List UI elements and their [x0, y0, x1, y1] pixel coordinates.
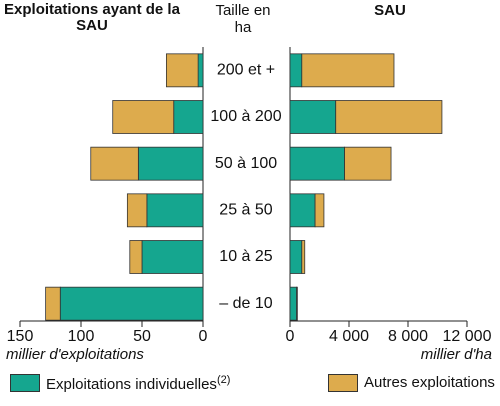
bar-segment [165, 53, 199, 88]
bar-segment [289, 286, 298, 321]
right-axis-label: millier d'ha [420, 346, 492, 363]
category-header: Taille en ha [215, 2, 271, 36]
bar-segment [146, 193, 204, 228]
category-label: 25 à 50 [219, 202, 272, 219]
bar-segment [344, 146, 392, 181]
bar-segment [45, 286, 61, 321]
category-label: 50 à 100 [215, 155, 277, 172]
bar-segment [173, 100, 204, 134]
bar-segment [301, 240, 306, 274]
bar-segment [289, 53, 303, 88]
legend-label: Autres exploitations [364, 374, 495, 391]
legend-label: Exploitations individuelles(2) [46, 374, 230, 393]
bar-segment [197, 53, 204, 88]
x-tick-label: 0 [199, 328, 208, 345]
legend-swatch [10, 374, 40, 392]
x-tick-label: 50 [133, 328, 151, 345]
left-axis-label: millier d'exploitations [6, 346, 144, 363]
x-tick-label: 150 [7, 328, 34, 345]
x-tick-label: 100 [68, 328, 95, 345]
bar-segment [129, 240, 143, 274]
legend-swatch [328, 374, 358, 392]
legend-text: Exploitations individuelles [46, 376, 217, 393]
legend-note: (2) [216, 374, 231, 386]
x-tick-label: 12 000 [443, 328, 492, 345]
left-title: Exploitations ayant de la SAU [4, 1, 180, 34]
bar-segment [289, 240, 303, 274]
x-tick-label: 8 000 [388, 328, 428, 345]
x-tick-label: 4 000 [329, 328, 369, 345]
category-label: 100 à 200 [210, 108, 281, 125]
bar-segment [112, 100, 175, 134]
category-label: 200 et + [217, 62, 275, 79]
bar-segment [289, 100, 337, 134]
bar-segment [90, 146, 139, 181]
bar-segment [301, 53, 395, 88]
category-label: 10 à 25 [219, 248, 272, 265]
bar-segment [126, 193, 148, 228]
bar-segment [141, 240, 204, 274]
bar-segment [289, 193, 316, 228]
bar-segment [137, 146, 204, 181]
bar-segment [314, 193, 325, 228]
bar-segment [59, 286, 204, 321]
bar-segment [289, 146, 345, 181]
category-label: – de 10 [219, 295, 272, 312]
bar-segment [335, 100, 443, 134]
x-tick-label: 0 [286, 328, 295, 345]
bar-segment [296, 286, 298, 321]
right-title: SAU [374, 2, 406, 19]
